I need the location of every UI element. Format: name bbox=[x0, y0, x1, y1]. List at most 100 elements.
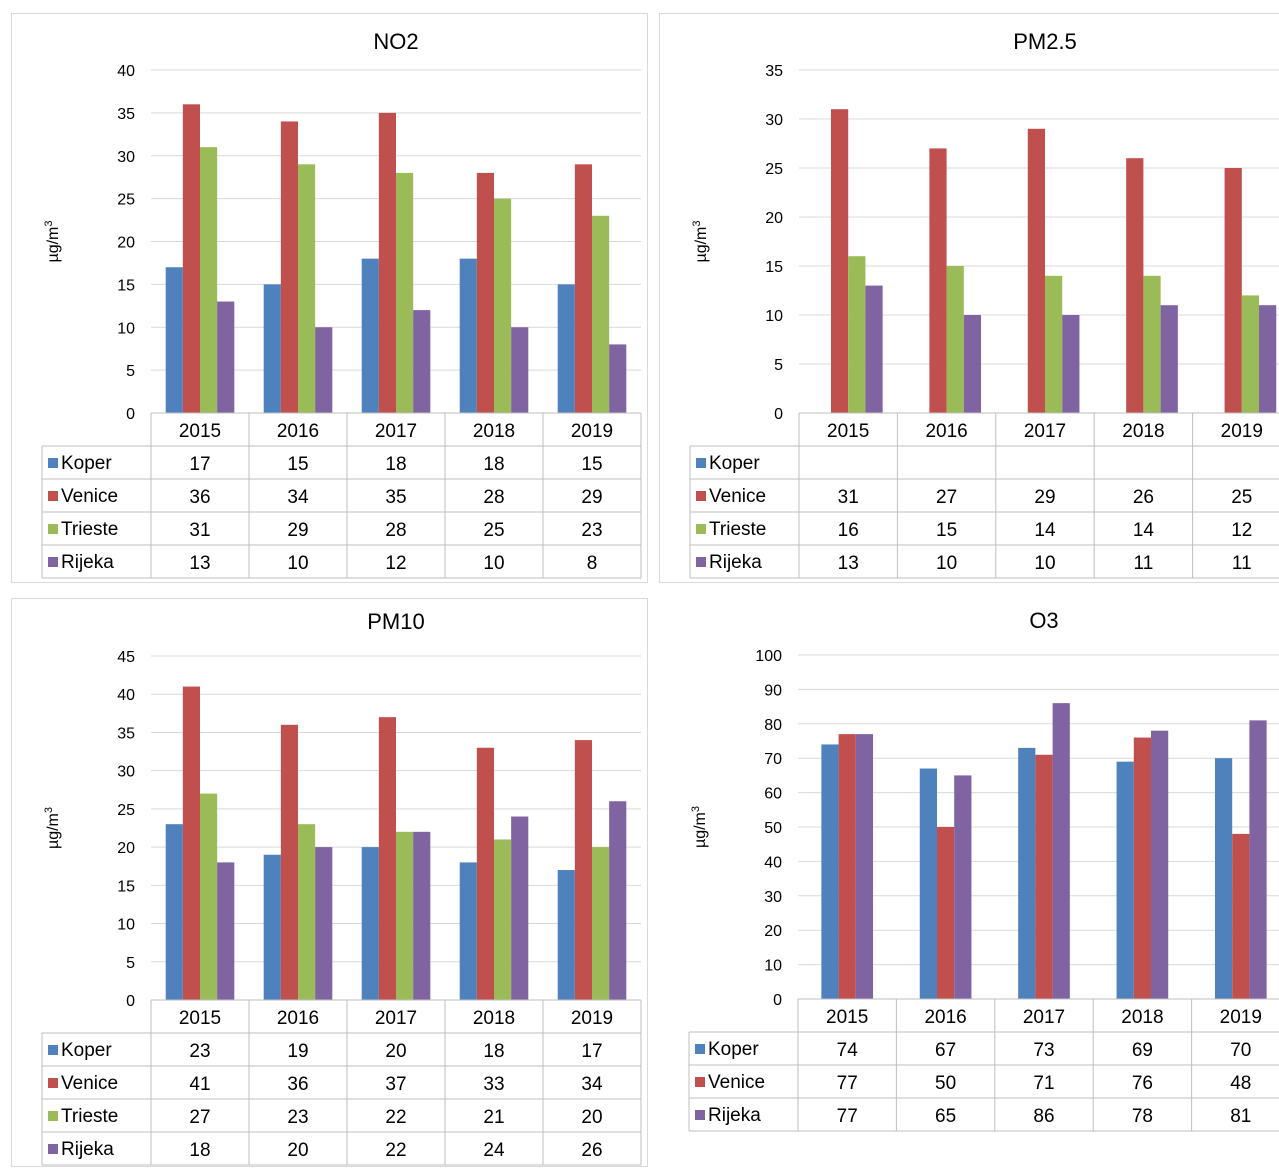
table-cell: 26 bbox=[1133, 487, 1154, 508]
y-axis-label: µg/m3 bbox=[690, 806, 709, 848]
bar-venice-2017 bbox=[378, 112, 396, 413]
table-cell: 19 bbox=[287, 1041, 308, 1062]
bar-venice-2015 bbox=[838, 734, 856, 999]
y-tick-label: 10 bbox=[764, 958, 782, 975]
x-tick-label: 2019 bbox=[571, 1008, 613, 1029]
bar-koper-2016 bbox=[263, 854, 281, 1000]
bar-venice-2017 bbox=[1027, 128, 1045, 414]
bar-trieste-2017 bbox=[396, 831, 414, 1000]
bar-venice-2019 bbox=[1224, 168, 1242, 413]
table-cell: 23 bbox=[581, 520, 602, 541]
bar-venice-2018 bbox=[1133, 737, 1152, 999]
y-tick-label: 20 bbox=[764, 923, 782, 940]
bar-rijeka-2018 bbox=[1151, 730, 1169, 999]
legend-label-rijeka: Rijeka bbox=[61, 552, 114, 573]
y-tick-label: 0 bbox=[773, 992, 782, 1009]
table-cell: 10 bbox=[483, 553, 504, 574]
x-tick-label: 2015 bbox=[179, 421, 221, 442]
legend-label-trieste: Trieste bbox=[61, 1106, 118, 1127]
x-tick-label: 2017 bbox=[1023, 1007, 1065, 1028]
bar-koper-2018 bbox=[459, 862, 477, 1000]
bar-venice-2017 bbox=[378, 717, 396, 1000]
table-cell: 23 bbox=[189, 1041, 210, 1062]
table-cell: 15 bbox=[936, 520, 957, 541]
y-tick-label: 10 bbox=[765, 308, 783, 325]
table-cell: 24 bbox=[483, 1140, 505, 1161]
bar-koper-2016 bbox=[919, 768, 937, 999]
table-cell: 35 bbox=[385, 487, 406, 508]
table-cell: 37 bbox=[385, 1074, 406, 1095]
table-cell: 17 bbox=[189, 454, 210, 475]
bar-rijeka-2017 bbox=[1062, 315, 1080, 413]
table-cell: 13 bbox=[189, 553, 210, 574]
bar-trieste-2018 bbox=[494, 839, 512, 1000]
x-tick-label: 2017 bbox=[375, 421, 417, 442]
bar-trieste-2019 bbox=[592, 215, 610, 413]
y-tick-label: 20 bbox=[765, 210, 783, 227]
table-cell: 36 bbox=[189, 487, 210, 508]
table-cell: 22 bbox=[385, 1107, 406, 1128]
bar-trieste-2018 bbox=[494, 198, 512, 413]
bar-venice-2016 bbox=[929, 148, 947, 413]
bar-koper-2019 bbox=[557, 870, 575, 1000]
x-tick-label: 2015 bbox=[179, 1008, 221, 1029]
x-tick-label: 2019 bbox=[1220, 1007, 1262, 1028]
bar-trieste-2015 bbox=[200, 147, 218, 414]
legend-key-trieste bbox=[48, 1111, 58, 1121]
table-cell: 17 bbox=[581, 1041, 602, 1062]
legend-label-koper: Koper bbox=[61, 1040, 112, 1061]
y-tick-label: 0 bbox=[126, 993, 135, 1010]
x-tick-label: 2019 bbox=[571, 421, 613, 442]
bar-rijeka-2015 bbox=[855, 734, 874, 999]
bar-trieste-2016 bbox=[298, 164, 316, 413]
y-tick-label: 10 bbox=[117, 320, 135, 337]
y-tick-label: 20 bbox=[117, 235, 135, 252]
bar-rijeka-2016 bbox=[954, 775, 972, 999]
table-cell: 34 bbox=[287, 487, 309, 508]
y-tick-label: 40 bbox=[117, 687, 135, 704]
table-cell: 48 bbox=[1230, 1073, 1251, 1094]
legend-key-rijeka bbox=[696, 557, 706, 567]
legend-key-trieste bbox=[696, 524, 706, 534]
bar-rijeka-2016 bbox=[315, 327, 333, 413]
chart-title: NO2 bbox=[373, 29, 418, 54]
bar-koper-2017 bbox=[1018, 747, 1036, 999]
table-cell: 25 bbox=[483, 520, 504, 541]
bar-venice-2016 bbox=[936, 827, 955, 999]
legend-key-rijeka bbox=[48, 557, 58, 567]
bar-rijeka-2018 bbox=[511, 816, 529, 1000]
y-tick-label: 60 bbox=[764, 786, 782, 803]
table-cell: 20 bbox=[385, 1041, 406, 1062]
y-tick-label: 45 bbox=[117, 649, 135, 666]
legend-label-koper: Koper bbox=[708, 1039, 759, 1060]
legend-key-venice bbox=[48, 491, 58, 501]
legend-label-rijeka: Rijeka bbox=[708, 1105, 761, 1126]
y-tick-label: 30 bbox=[765, 112, 783, 129]
bar-rijeka-2017 bbox=[413, 310, 431, 413]
y-tick-label: 25 bbox=[117, 192, 135, 209]
legend-key-koper bbox=[48, 458, 58, 468]
table-cell: 27 bbox=[936, 487, 957, 508]
table-cell: 73 bbox=[1033, 1040, 1054, 1061]
table-cell: 21 bbox=[483, 1107, 504, 1128]
table-cell: 41 bbox=[189, 1074, 210, 1095]
bar-trieste-2019 bbox=[1241, 295, 1260, 413]
y-tick-label: 15 bbox=[117, 878, 135, 895]
bar-rijeka-2016 bbox=[963, 315, 982, 413]
bar-venice-2015 bbox=[830, 109, 849, 413]
pm10-chart-panel: PM10 µg/m3 0 5 10 15 20 25 30 35 40 45 2015 2016 2017 2… bbox=[11, 598, 648, 1167]
x-tick-label: 2016 bbox=[277, 421, 319, 442]
bar-trieste-2019 bbox=[592, 847, 610, 1000]
bar-trieste-2018 bbox=[1143, 275, 1161, 413]
bar-koper-2018 bbox=[1116, 761, 1134, 999]
bar-venice-2019 bbox=[574, 164, 592, 413]
table-cell: 69 bbox=[1132, 1040, 1153, 1061]
legend-key-venice bbox=[48, 1078, 58, 1088]
table-cell: 12 bbox=[1231, 520, 1252, 541]
pm25-chart-panel: PM2.5 µg/m3 0 5 10 15 20 25 30 35 2015 2016 2017 2018… bbox=[659, 13, 1279, 583]
bar-venice-2016 bbox=[280, 121, 298, 413]
legend-label-koper: Koper bbox=[61, 453, 112, 474]
table-cell: 20 bbox=[581, 1107, 602, 1128]
x-tick-label: 2017 bbox=[375, 1008, 417, 1029]
y-tick-label: 40 bbox=[764, 854, 782, 871]
